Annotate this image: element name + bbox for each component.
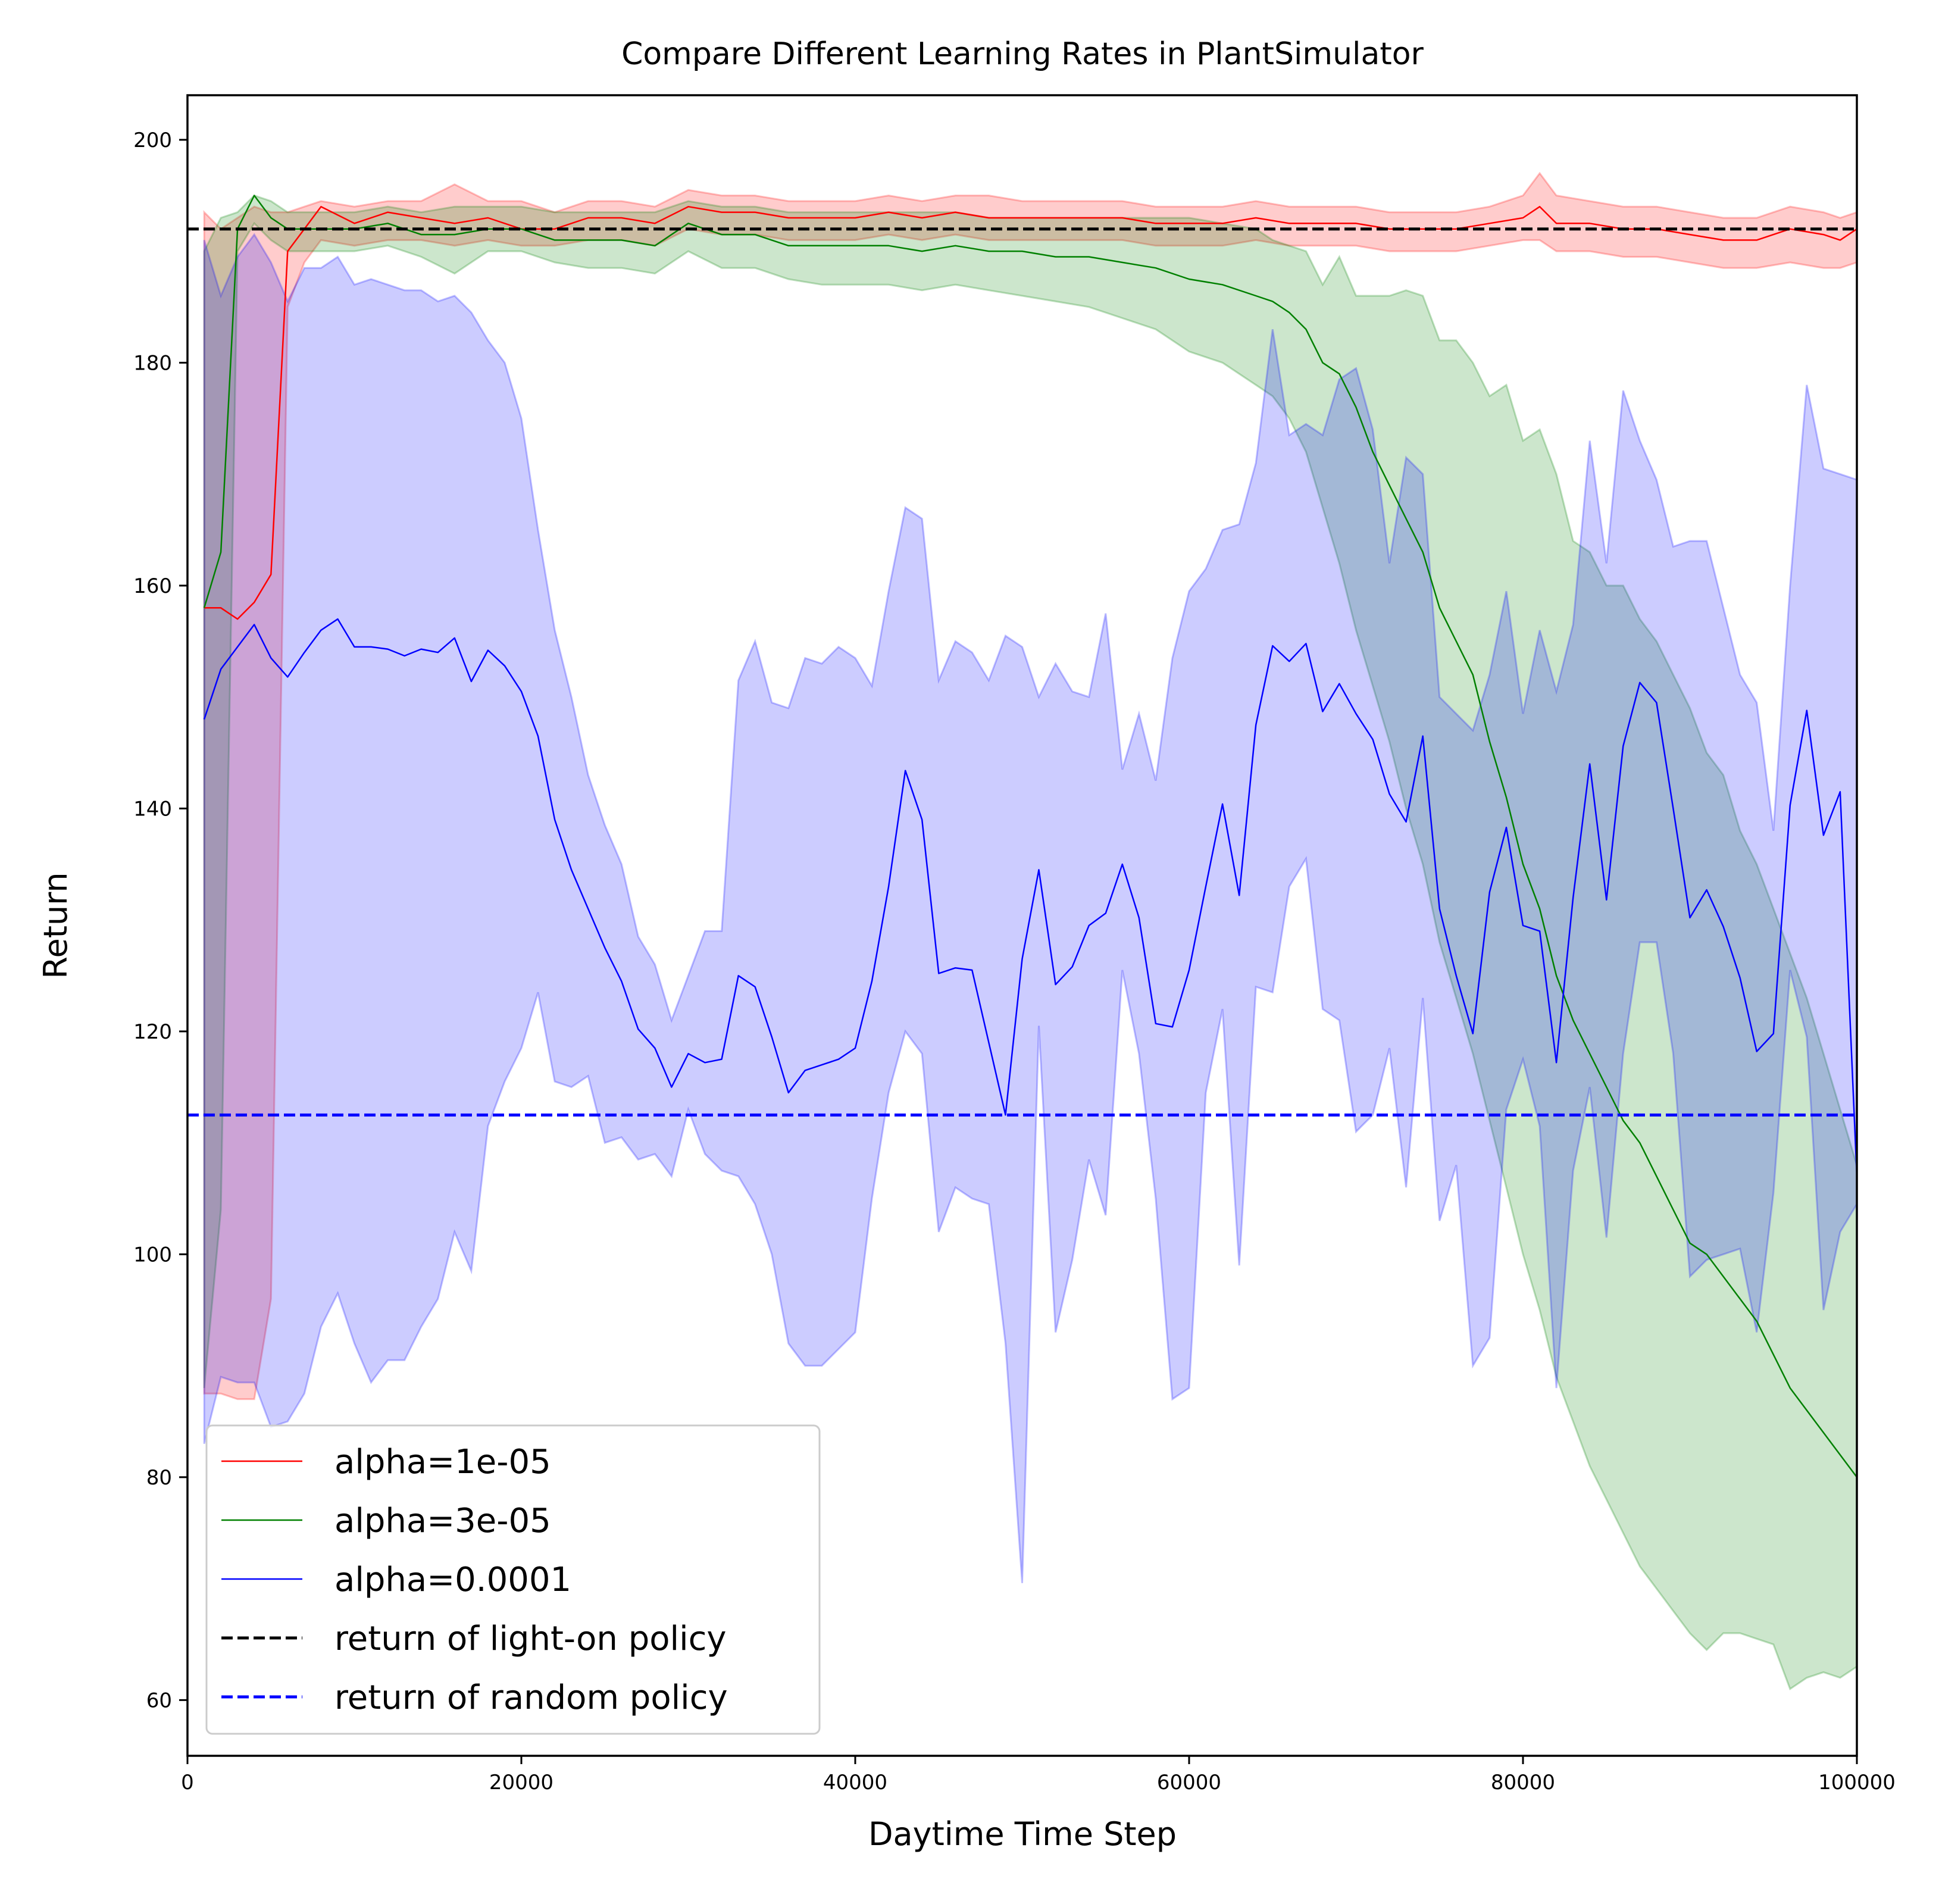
y-axis-ticks: 60 80 100 120 140 160 180 200 [133,129,187,1712]
x-axis-label: Daytime Time Step [868,1815,1177,1853]
series-line-2 [203,618,1858,1177]
legend-label-1: alpha=3e-05 [334,1502,551,1540]
y-tick-label: 100 [133,1243,172,1267]
y-tick-label: 80 [146,1466,172,1490]
plot-frame [186,94,1858,1757]
x-tick-label: 40000 [823,1771,887,1794]
x-tick-label: 80000 [1491,1771,1555,1794]
chart-title: Compare Different Learning Rates in Plan… [621,36,1424,72]
x-tick-label: 20000 [489,1771,553,1794]
y-axis-label: Return [37,872,74,978]
y-tick-label: 60 [146,1689,172,1712]
y-tick-label: 120 [133,1020,172,1044]
reference-lines [187,227,1857,1117]
legend-label-0: alpha=1e-05 [334,1443,551,1481]
x-tick-label: 0 [181,1771,194,1794]
legend-label-3: return of light-on policy [334,1620,727,1658]
legend-label-4: return of random policy [334,1678,728,1717]
x-tick-label: 100000 [1818,1771,1896,1794]
y-tick-label: 160 [133,574,172,598]
legend-box [205,1424,821,1735]
series-line-0 [204,205,1857,620]
legend: alpha=1e-05 alpha=3e-05 alpha=0.0001 return… [205,1424,821,1735]
y-tick-label: 140 [133,797,172,821]
legend-label-2: alpha=0.0001 [334,1561,571,1599]
x-axis-ticks: 0 20000 40000 60000 80000 100000 [181,1756,1896,1794]
y-tick-label: 200 [133,129,172,152]
x-tick-label: 60000 [1157,1771,1221,1794]
y-tick-label: 180 [133,351,172,375]
